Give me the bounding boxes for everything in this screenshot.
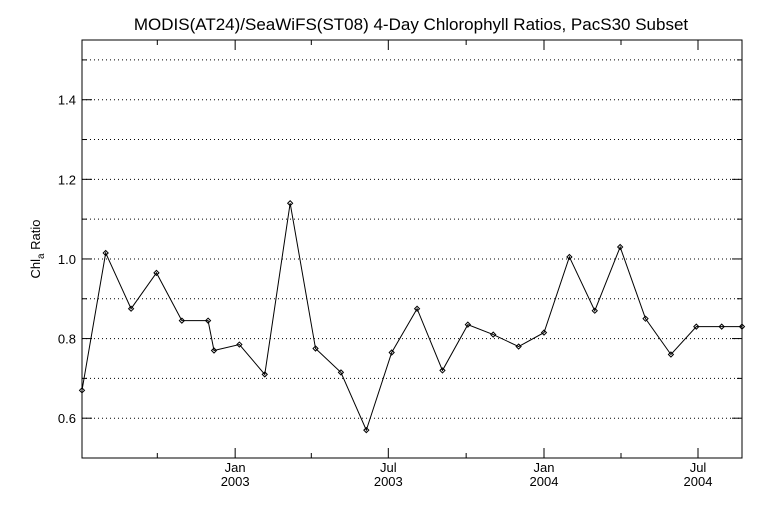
- gridlines: [82, 59, 742, 419]
- x-tick-label-month: Jan: [534, 460, 555, 475]
- data-point: [153, 269, 160, 277]
- y-tick-label: 0.6: [58, 411, 76, 426]
- axis-ticks: 0.60.81.01.21.4Jan2003Jul2003Jan2004Jul2…: [58, 40, 742, 489]
- data-point: [566, 253, 573, 261]
- x-tick-label-year: 2003: [221, 474, 250, 489]
- data-point: [102, 249, 109, 257]
- data-point: [286, 200, 294, 207]
- data-point: [490, 331, 497, 338]
- data-point: [127, 305, 135, 312]
- data-point: [261, 371, 268, 378]
- x-tick-label-month: Jul: [690, 460, 707, 475]
- y-tick-label: 1.4: [58, 93, 76, 108]
- y-tick-label: 0.8: [58, 332, 76, 347]
- x-tick-label-month: Jul: [380, 460, 397, 475]
- data-point: [718, 323, 725, 330]
- chart-title: MODIS(AT24)/SeaWiFS(ST08) 4-Day Chloroph…: [134, 15, 689, 34]
- x-tick-label-year: 2003: [374, 474, 403, 489]
- data-point: [464, 321, 472, 328]
- data-point: [388, 349, 395, 356]
- data-point: [236, 341, 243, 348]
- data-point: [540, 329, 548, 336]
- data-point: [591, 307, 598, 314]
- data-point: [439, 367, 446, 374]
- data-point: [515, 343, 522, 350]
- data-point: [312, 345, 319, 352]
- x-tick-label-month: Jan: [225, 460, 246, 475]
- data-point: [78, 387, 86, 394]
- data-point: [337, 369, 345, 376]
- series-line: [81, 203, 742, 432]
- data-point: [642, 315, 649, 322]
- data-point: [667, 351, 675, 358]
- x-tick-label-year: 2004: [684, 474, 713, 489]
- x-tick-label-year: 2004: [530, 474, 559, 489]
- data-point: [738, 323, 746, 330]
- data-series: [78, 200, 746, 434]
- y-axis-label: Chla Ratio: [28, 219, 47, 278]
- data-point: [178, 317, 186, 324]
- data-point: [363, 426, 370, 434]
- data-point: [210, 347, 218, 354]
- data-point: [413, 305, 421, 312]
- y-tick-label: 1.0: [58, 252, 76, 267]
- data-point: [204, 317, 212, 324]
- data-point: [693, 323, 700, 330]
- y-tick-label: 1.2: [58, 172, 76, 187]
- data-point: [616, 243, 624, 251]
- plot-frame: [81, 39, 743, 459]
